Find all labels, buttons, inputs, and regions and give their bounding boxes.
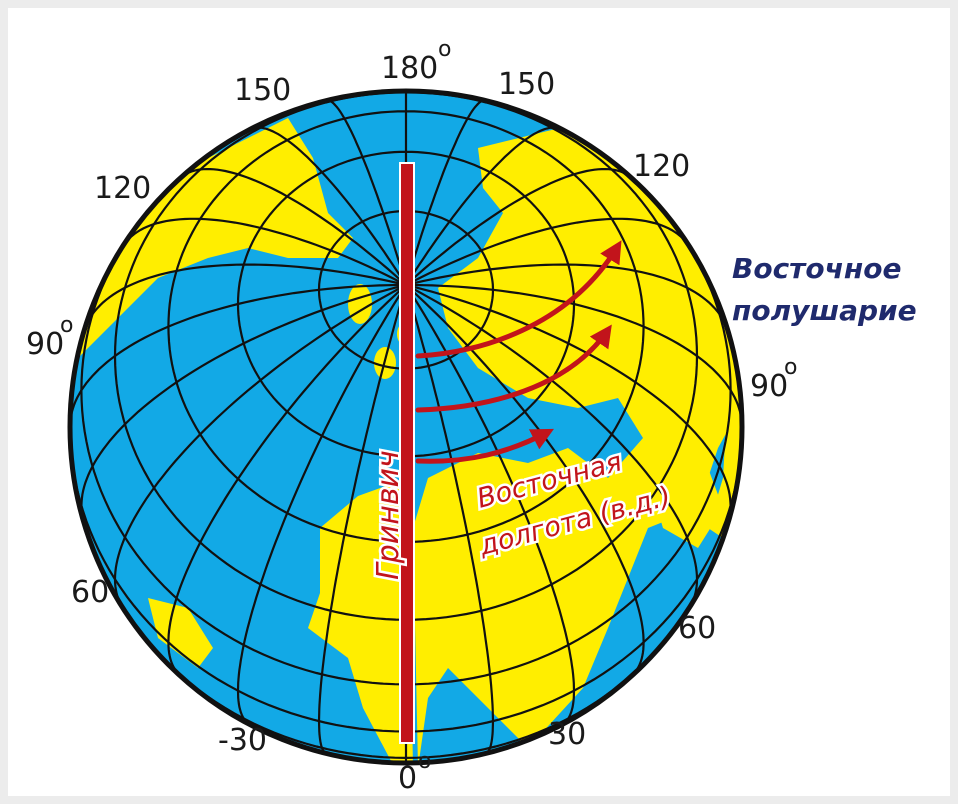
meridian-line (83, 263, 407, 331)
greenwich-label: Гринвич (371, 450, 406, 580)
deg-top: o (438, 37, 451, 62)
globe-outline (67, 88, 745, 766)
direction-arrows (415, 240, 622, 464)
longitude-labels: 180 o 150 150 120 120 90 o 90 o 60 60 -3… (26, 37, 797, 796)
meridian-line (80, 283, 407, 521)
hemisphere-label-line1: Восточное (732, 252, 902, 285)
island-iceland (348, 284, 372, 324)
land-lower-left (148, 598, 213, 668)
hemisphere-label-line2: полушарие (732, 294, 917, 327)
lon-label-bottom-right: 30 (548, 717, 586, 752)
meridian-line (405, 263, 729, 331)
lon-label-upper-left: 120 (94, 171, 151, 206)
meridian-line (181, 168, 407, 286)
lon-label-mid-left: 90 (26, 327, 64, 362)
lon-label-bottom: 0 (398, 761, 417, 796)
arrow-upper (415, 240, 622, 359)
lon-label-lower-right: 60 (678, 611, 716, 646)
meridian-line (405, 126, 562, 286)
arrow-middle (415, 324, 612, 413)
lon-label-top-left: 150 (234, 73, 291, 108)
meridian-line (236, 284, 407, 726)
lon-label-mid-right: 90 (750, 369, 788, 404)
lon-label-top: 180 (381, 51, 438, 86)
meridian-line (405, 284, 699, 607)
lon-label-bottom-left: -30 (218, 723, 267, 758)
meridian-line (250, 126, 407, 286)
deg-mid-left: o (60, 313, 73, 338)
globe-diagram: Гринвич Восточная долгота (в.д.) 180 o 1… (26, 37, 797, 796)
land-africa (308, 478, 413, 763)
meridian-line (122, 217, 407, 286)
meridian-line (113, 284, 407, 607)
meridian-line (405, 168, 631, 286)
deg-mid-right: o (784, 355, 797, 380)
meridian-line (404, 284, 495, 755)
lon-label-upper-right: 120 (633, 149, 690, 184)
deg-bottom: o (418, 749, 431, 774)
meridian-line (405, 284, 576, 726)
land-upper-left (70, 118, 353, 368)
meridian-line (404, 99, 485, 286)
lon-label-lower-left: 60 (71, 575, 109, 610)
arrow-lower (415, 428, 554, 464)
lon-label-top-right: 150 (498, 67, 555, 102)
meridian-line (405, 283, 732, 521)
greenwich-meridian (399, 162, 415, 744)
meridian-line (405, 217, 690, 286)
diagram-frame: Гринвич Восточная долгота (в.д.) 180 o 1… (8, 8, 950, 796)
meridian-line (327, 99, 408, 286)
land-arabia (648, 468, 723, 548)
meridian-line (317, 284, 408, 755)
